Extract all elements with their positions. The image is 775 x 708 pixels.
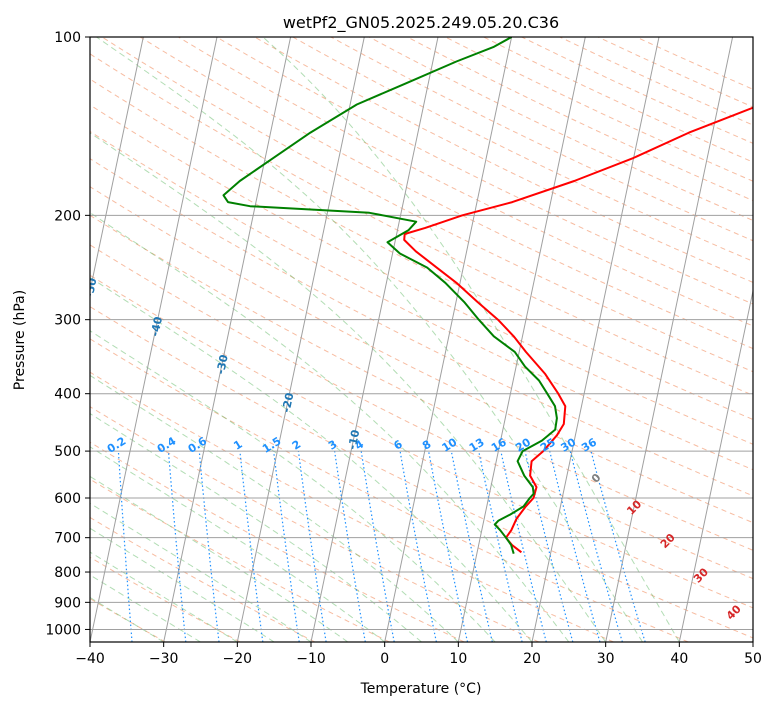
y-tick-label-4: 500 bbox=[54, 444, 81, 460]
mixing-ratio-line-4 bbox=[239, 451, 264, 642]
moist-adiabat--25 bbox=[90, 574, 201, 642]
isotherm--20 bbox=[236, 37, 365, 642]
y-axis: 100 200 300 400 500 600 700 800 900 1000 bbox=[45, 30, 90, 638]
moist-adiabat-0 bbox=[90, 446, 385, 642]
mixing-ratio-line-10 bbox=[428, 450, 469, 642]
moist-adiabat--10 bbox=[90, 502, 312, 642]
dry-adiabat-380 bbox=[90, 130, 753, 471]
dry-adiabat-420 bbox=[101, 37, 753, 373]
dry-adiabat-270 bbox=[90, 478, 390, 642]
isotherm-label-9: -10 bbox=[346, 428, 363, 450]
mixing-ratio-line-3 bbox=[198, 451, 220, 642]
moist-adiabat-20 bbox=[90, 276, 533, 642]
dry-adiabat-390 bbox=[90, 104, 753, 445]
isotherm--30 bbox=[163, 37, 292, 642]
moist-adiabat-15 bbox=[90, 330, 496, 642]
isotherm-label-5: -50 bbox=[83, 277, 100, 299]
chart-title: wetPf2_GN05.2025.249.05.20.C36 bbox=[283, 13, 559, 33]
x-tick-label-9: 50 bbox=[744, 651, 762, 667]
plot-frame bbox=[89, 36, 754, 643]
y-axis-label: Pressure (hPa) bbox=[12, 290, 28, 390]
dry-adiabat-430 bbox=[139, 37, 753, 350]
dry-adiabat-490 bbox=[368, 37, 753, 221]
mixing-ratio-line-17 bbox=[590, 450, 646, 642]
y-tick-label-3: 400 bbox=[54, 387, 81, 403]
x-tick-label-5: 10 bbox=[449, 651, 467, 667]
x-axis-label: Temperature (°C) bbox=[360, 681, 482, 697]
x-tick-label-7: 30 bbox=[597, 651, 615, 667]
dry-adiabat-370 bbox=[90, 158, 753, 497]
moist-adiabat-30 bbox=[90, 132, 607, 642]
isotherm-label-8: -20 bbox=[280, 391, 297, 413]
x-tick-label-2: −20 bbox=[223, 651, 253, 667]
mixing-ratio-line-9 bbox=[399, 451, 437, 642]
dry-adiabat-400 bbox=[90, 78, 753, 421]
x-tick-label-1: −30 bbox=[149, 651, 179, 667]
isotherm-30 bbox=[605, 37, 734, 642]
isotherm-40 bbox=[678, 288, 753, 642]
mixing-ratio-line-11 bbox=[450, 450, 493, 642]
mixing-ratio-line-5 bbox=[273, 451, 300, 642]
mixing-ratio-line-7 bbox=[334, 451, 366, 642]
y-tick-label-9: 1000 bbox=[45, 622, 81, 638]
moist-adiabat--15 bbox=[90, 527, 275, 642]
y-tick-label-2: 300 bbox=[54, 313, 81, 329]
x-tick-label-6: 20 bbox=[523, 651, 541, 667]
moist-adiabat-35 bbox=[96, 37, 643, 642]
moist-adiabat--20 bbox=[90, 551, 238, 642]
sounding-profiles bbox=[222, 37, 753, 554]
background-lines bbox=[90, 37, 753, 642]
y-tick-label-1: 200 bbox=[54, 208, 81, 224]
y-tick-label-5: 600 bbox=[54, 491, 81, 507]
dry-adiabat-320 bbox=[90, 306, 753, 639]
y-tick-label-7: 800 bbox=[54, 565, 81, 581]
y-tick-label-8: 900 bbox=[54, 595, 81, 611]
moist-adiabat--30 bbox=[90, 596, 164, 642]
dry-adiabat-260 bbox=[90, 516, 315, 642]
x-tick-label-4: 0 bbox=[380, 651, 389, 667]
dry-adiabat-300 bbox=[90, 371, 614, 642]
dry-adiabat-360 bbox=[90, 186, 753, 524]
dry-adiabat-410 bbox=[90, 53, 753, 396]
mixing-ratio-line-13 bbox=[500, 450, 547, 642]
mixing-ratio-line-6 bbox=[297, 451, 327, 642]
y-tick-label-0: 100 bbox=[54, 30, 81, 46]
x-tick-label-3: −10 bbox=[296, 651, 326, 667]
x-tick-label-0: −40 bbox=[75, 651, 105, 667]
dewpoint-line bbox=[222, 37, 558, 554]
moist-adiabat-25 bbox=[90, 212, 570, 642]
isotherm--50 bbox=[90, 37, 144, 294]
mixing-ratio-line-15 bbox=[549, 450, 601, 642]
x-axis: −40 −30 −20 −10 0 10 20 30 40 50 bbox=[75, 642, 762, 667]
isotherm-label-6: -40 bbox=[148, 315, 165, 337]
mixing-ratio-line-12 bbox=[478, 450, 523, 642]
temperature-line bbox=[403, 106, 753, 554]
mixing-ratio-line-16 bbox=[569, 450, 623, 642]
dry-adiabat-350 bbox=[90, 214, 753, 551]
dry-adiabat-470 bbox=[292, 37, 753, 262]
isotherm-label-7: -30 bbox=[214, 353, 231, 375]
isotherm-20 bbox=[531, 37, 660, 642]
x-tick-label-8: 40 bbox=[670, 651, 688, 667]
isotherm--10 bbox=[310, 37, 439, 642]
isotherm-10 bbox=[457, 37, 586, 642]
isotherm--40 bbox=[90, 37, 218, 642]
dry-adiabat-310 bbox=[90, 338, 689, 642]
mixing-ratio-line-8 bbox=[360, 451, 395, 642]
dry-adiabat-460 bbox=[254, 37, 753, 283]
dry-adiabat-440 bbox=[178, 37, 753, 327]
mixing-ratio-line-14 bbox=[524, 450, 574, 642]
dry-adiabat-520 bbox=[483, 37, 753, 163]
y-tick-label-6: 700 bbox=[54, 531, 81, 547]
isobars bbox=[90, 37, 753, 630]
moist-adiabat-5 bbox=[90, 412, 422, 642]
isotherm-0 bbox=[384, 37, 513, 642]
